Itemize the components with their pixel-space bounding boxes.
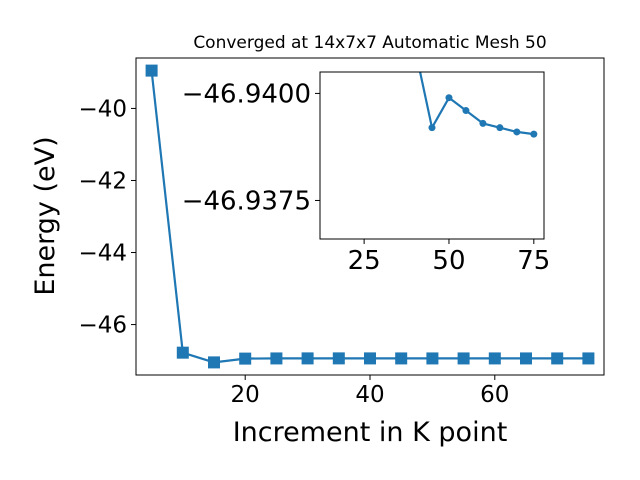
main-data-point (332, 352, 345, 365)
main-data-point (457, 352, 470, 365)
x-axis-label: Increment in K point (233, 417, 508, 448)
main-data-point (301, 352, 314, 365)
inset-x-tick-label: 50 (432, 246, 465, 276)
inset-y-tick-label: −46.9375 (182, 187, 311, 217)
main-data-point (145, 64, 158, 77)
main-y-tick-label: −40 (78, 96, 127, 122)
chart-title: Converged at 14x7x7 Automatic Mesh 50 (193, 33, 546, 53)
inset-data-point (462, 107, 470, 115)
main-data-point (364, 352, 376, 365)
main-data-point (176, 346, 189, 359)
main-data-point (208, 356, 220, 369)
inset-plot-frame (319, 71, 545, 240)
main-data-point (395, 352, 408, 365)
inset-data-point (530, 130, 538, 138)
main-y-tick-label: −42 (78, 169, 127, 195)
inset-data-point (428, 124, 436, 132)
main-x-tick-label: 60 (480, 382, 509, 408)
inset-y-tick-label: −46.9400 (182, 80, 311, 110)
inset-plot-background (320, 72, 544, 239)
inset-data-point (479, 119, 487, 127)
main-x-tick-label: 40 (355, 382, 384, 408)
main-data-point (239, 352, 252, 365)
main-data-point (426, 352, 439, 365)
main-y-tick-label: −44 (78, 241, 127, 267)
main-data-point (488, 352, 501, 365)
inset-x-tick-label: 25 (348, 246, 381, 276)
inset-data-point (445, 94, 453, 102)
inset-x-tick-label: 75 (517, 246, 550, 276)
main-data-point (582, 352, 595, 365)
main-y-tick-label: −46 (78, 313, 127, 339)
y-axis-label: Energy (eV) (30, 136, 61, 295)
inset-data-point (496, 124, 504, 132)
main-x-tick-label: 20 (231, 382, 260, 408)
main-data-point (551, 352, 564, 365)
inset-data-point (513, 128, 521, 136)
main-data-point (520, 352, 532, 365)
main-data-point (270, 352, 283, 365)
